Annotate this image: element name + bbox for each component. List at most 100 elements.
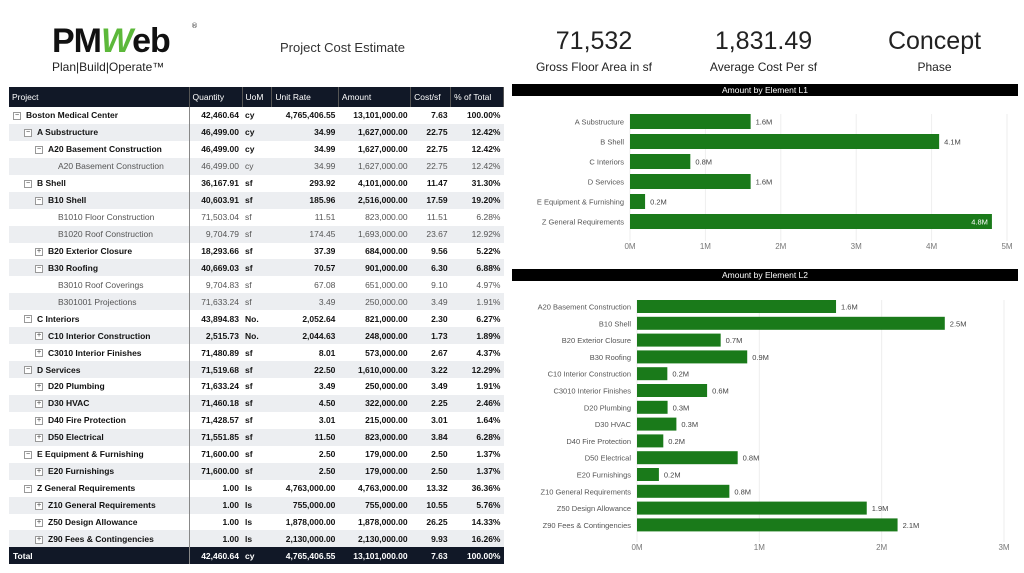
expand-icon[interactable]: +	[35, 400, 43, 409]
expand-icon[interactable]: +	[35, 383, 43, 392]
category-label: B10 Shell	[599, 319, 631, 328]
header-project[interactable]: Project	[9, 87, 190, 107]
header-pct-total[interactable]: % of Total	[450, 87, 504, 107]
header-amount[interactable]: Amount	[338, 87, 412, 107]
cell-cost-sf: 3.84	[410, 428, 451, 446]
row-name: E20 Furnishings	[48, 466, 115, 477]
table-row[interactable]: Total 42,460.64 cy 4,765,406.55 13,101,000.0…	[9, 547, 504, 565]
table-row[interactable]: + Z50 Design Allowance 1.00 ls 1,878,000.00 1…	[9, 513, 504, 531]
cell-project: − D Services	[9, 361, 190, 378]
collapse-icon[interactable]: −	[24, 129, 32, 138]
table-row[interactable]: + D40 Fire Protection 71,428.57 sf 3.01 215,0…	[9, 411, 504, 429]
cell-cost-sf: 22.75	[410, 157, 451, 175]
bar	[637, 434, 664, 448]
table-row[interactable]: B1020 Roof Construction 9,704.79 sf 174.45 1…	[9, 225, 504, 243]
header-unit-rate[interactable]: Unit Rate	[271, 87, 339, 107]
cell-amount: 1,627,000.00	[357, 144, 408, 155]
cell-quantity: 18,293.66	[201, 245, 240, 256]
table-row[interactable]: − Boston Medical Center 42,460.64 cy 4,765,4…	[9, 107, 504, 124]
collapse-icon[interactable]: −	[24, 315, 32, 324]
cell-uom: No.	[242, 327, 272, 345]
table-row[interactable]: B1010 Floor Construction 71,503.04 sf 11.51…	[9, 208, 504, 226]
cell-uom: ls	[242, 496, 272, 514]
collapse-icon[interactable]: −	[24, 179, 32, 188]
cell-project: − B30 Roofing	[9, 259, 190, 277]
collapse-icon[interactable]: −	[24, 450, 32, 459]
expand-icon[interactable]: +	[35, 332, 43, 341]
data-label: 0.2M	[668, 437, 685, 446]
row-name: Total	[13, 550, 33, 561]
table-row[interactable]: + B20 Exterior Closure 18,293.66 sf 37.39 684…	[9, 242, 504, 260]
cell-uom: sf	[245, 178, 253, 189]
cell-amount: 651,000.00	[365, 279, 408, 290]
table-row[interactable]: + Z90 Fees & Contingencies 1.00 ls 2,130,000…	[9, 530, 504, 548]
header-cost-sf[interactable]: Cost/sf	[410, 87, 452, 107]
bar	[637, 501, 867, 515]
table-row[interactable]: + Z10 General Requirements 1.00 ls 755,000.0…	[9, 496, 504, 514]
expand-icon[interactable]: +	[35, 434, 43, 443]
table-row[interactable]: + D30 HVAC 71,460.18 sf 4.50 322,000.00 2.25 2.…	[9, 394, 504, 412]
expand-icon[interactable]: +	[35, 349, 43, 358]
bar	[630, 134, 940, 149]
table-row[interactable]: − Z General Requirements 1.00 ls 4,763,000.0…	[9, 479, 504, 497]
x-tick-label: 5M	[1001, 242, 1012, 251]
collapse-icon[interactable]: −	[24, 366, 32, 375]
chart-l2: 0M 1M 2M 3M A20 Basement Construction 1.6M B10…	[538, 300, 1010, 552]
table-row[interactable]: − D Services 71,519.68 sf 22.50 1,610,000.00 3…	[9, 361, 504, 378]
cell-project: B3010 Roof Coverings	[9, 276, 190, 294]
category-label: E20 Furnishings	[577, 471, 631, 480]
cell-uom: sf	[245, 245, 253, 256]
table-row[interactable]: A20 Basement Construction 46,499.00 cy 34.9…	[9, 157, 504, 175]
category-label: A20 Basement Construction	[538, 303, 631, 312]
table-row[interactable]: + D50 Electrical 71,551.85 sf 11.50 823,000.0…	[9, 428, 504, 446]
collapse-icon[interactable]: −	[24, 484, 32, 493]
collapse-icon[interactable]: −	[35, 196, 43, 205]
cell-uom: sf	[245, 347, 253, 358]
collapse-icon[interactable]: −	[13, 112, 21, 121]
cell-unit-rate: 2.50	[318, 449, 336, 460]
table-row[interactable]: − B10 Shell 40,603.91 sf 185.96 2,516,000.00 1…	[9, 191, 504, 209]
cell-pct-total: 4.97%	[476, 279, 501, 290]
table-row[interactable]: − B30 Roofing 40,669.03 sf 70.57 901,000.00 6.…	[9, 259, 504, 277]
table-row[interactable]: + C10 Interior Construction 2,515.73 No. 2,0…	[9, 327, 504, 345]
expand-icon[interactable]: +	[35, 467, 43, 476]
cell-pct-total: 12.42%	[450, 157, 504, 175]
collapse-icon[interactable]: −	[35, 146, 43, 155]
bar	[637, 350, 748, 364]
bar	[630, 154, 691, 169]
cell-project: + D30 HVAC	[9, 394, 190, 412]
x-tick-label: 4M	[926, 242, 937, 251]
cell-pct-total: 1.37%	[450, 462, 504, 480]
table-row[interactable]: + E20 Furnishings 71,600.00 sf 2.50 179,000.0…	[9, 462, 504, 480]
table-row[interactable]: − A20 Basement Construction 46,499.00 cy 34.…	[9, 140, 504, 158]
cell-quantity: 71,600.00	[201, 449, 240, 460]
cell-pct-total: 6.88%	[450, 259, 504, 277]
expand-icon[interactable]: +	[35, 247, 43, 256]
expand-icon[interactable]: +	[35, 501, 43, 510]
header-quantity[interactable]: Quantity	[189, 87, 243, 107]
expand-icon[interactable]: +	[35, 417, 43, 426]
cell-uom: sf	[242, 225, 272, 243]
table-row[interactable]: − B Shell 36,167.91 sf 293.92 4,101,000.00 11.…	[9, 174, 504, 192]
header-uom[interactable]: UoM	[242, 87, 273, 107]
table-row[interactable]: + D20 Plumbing 71,633.24 sf 3.49 250,000.00 3.…	[9, 378, 504, 395]
cell-quantity: 71,519.68	[189, 361, 243, 378]
table-row[interactable]: − C Interiors 43,894.83 No. 2,052.64 821,000.…	[9, 310, 504, 328]
cell-pct-total: 12.42%	[450, 123, 504, 141]
cell-project: Total	[9, 547, 190, 565]
table-row[interactable]: − A Substructure 46,499.00 cy 34.99 1,627,000…	[9, 123, 504, 141]
table-row[interactable]: + C3010 Interior Finishes 71,480.89 sf 8.01 5…	[9, 344, 504, 362]
expand-icon[interactable]: +	[35, 535, 43, 544]
row-name: B301001 Projections	[58, 296, 137, 307]
x-tick-label: 1M	[700, 242, 711, 251]
table-row[interactable]: B3010 Roof Coverings 9,704.83 sf 67.08 651,0…	[9, 276, 504, 294]
expand-icon[interactable]: +	[35, 518, 43, 527]
row-name: Boston Medical Center	[26, 110, 119, 121]
category-label: B30 Roofing	[590, 353, 631, 362]
collapse-icon[interactable]: −	[35, 264, 43, 273]
cell-amount: 1,627,000.00	[338, 157, 411, 175]
cell-cost-sf: 9.56	[431, 245, 448, 256]
table-row[interactable]: B301001 Projections 71,633.24 sf 3.49 250,00…	[9, 293, 504, 311]
table-row[interactable]: − E Equipment & Furnishing 71,600.00 sf 2.50…	[9, 445, 504, 463]
cell-pct-total: 1.37%	[476, 449, 501, 460]
